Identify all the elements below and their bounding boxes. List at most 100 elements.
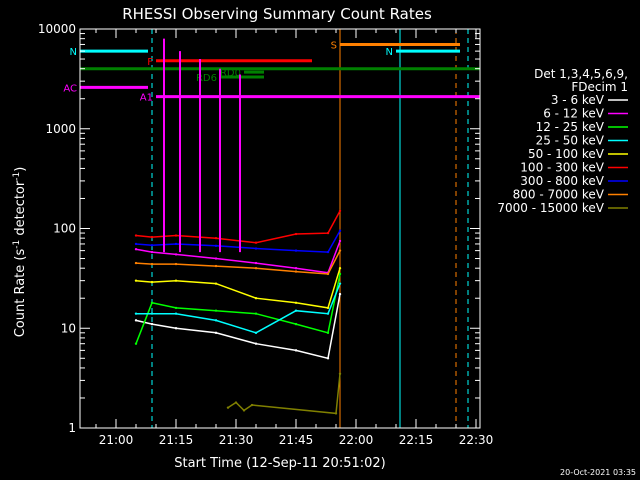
- series-point: [150, 244, 154, 247]
- series-point: [174, 262, 178, 266]
- x-tick-label: 22:15: [399, 433, 434, 447]
- series-point: [134, 261, 138, 265]
- series-point: [150, 322, 154, 326]
- legend-entry-label: 12 - 25 keV: [536, 120, 605, 134]
- flag-label: F: [147, 57, 153, 68]
- series-point: [338, 282, 342, 285]
- series-point: [326, 357, 330, 360]
- series-point: [174, 306, 178, 310]
- footer-date: 20-Oct-2021 03:35: [560, 468, 636, 477]
- series-point: [338, 209, 342, 213]
- flag-label: S: [331, 40, 337, 51]
- legend-entry-label: 3 - 6 keV: [551, 93, 605, 107]
- series-point: [234, 401, 238, 404]
- series-point: [134, 242, 138, 246]
- series-point: [294, 270, 298, 273]
- series-point: [174, 279, 178, 282]
- y-tick-label: 100: [53, 222, 76, 236]
- series-point: [134, 279, 138, 282]
- series-point: [134, 342, 138, 345]
- series-point: [254, 342, 258, 345]
- series-point: [150, 312, 154, 315]
- series-point: [174, 253, 178, 256]
- series-point: [134, 248, 138, 251]
- series-point: [338, 272, 342, 276]
- flag-label: RD6: [196, 73, 217, 84]
- series-point: [338, 372, 342, 375]
- x-tick-label: 22:00: [339, 433, 374, 447]
- series-point: [214, 244, 218, 248]
- chart-title: RHESSI Observing Summary Count Rates: [122, 5, 432, 23]
- legend-header: Det 1,3,4,5,6,9,: [534, 67, 628, 81]
- series-point: [294, 322, 298, 326]
- series-point: [254, 331, 258, 335]
- series-point: [326, 250, 330, 254]
- x-tick-label: 21:45: [279, 433, 314, 447]
- flag-label: RD0: [220, 68, 241, 79]
- series-point: [214, 331, 218, 335]
- flag-label: AC: [63, 83, 77, 94]
- legend-entry-label: 7000 - 15000 keV: [497, 201, 604, 215]
- series-line: [136, 283, 341, 334]
- legend-entry-label: 100 - 300 keV: [520, 161, 604, 175]
- series-line: [135, 250, 341, 275]
- series-point: [150, 235, 154, 239]
- series-point: [174, 242, 178, 246]
- series-point: [134, 234, 138, 237]
- series-point: [326, 312, 330, 315]
- series-point: [338, 249, 342, 252]
- series-point: [326, 331, 330, 335]
- y-tick-label: 10: [61, 321, 76, 335]
- series-line: [135, 210, 341, 244]
- series-point: [242, 409, 246, 412]
- series-point: [150, 280, 154, 284]
- series-point: [150, 250, 154, 254]
- series-point: [214, 282, 218, 285]
- x-tick-label: 22:30: [459, 433, 494, 447]
- series-point: [134, 319, 138, 322]
- series-point: [214, 236, 218, 240]
- x-tick-label: 21:30: [219, 433, 254, 447]
- series-point: [254, 261, 258, 265]
- series-point: [294, 266, 298, 270]
- series-point: [326, 306, 330, 310]
- series-point: [250, 403, 254, 407]
- legend-entry-label: 6 - 12 keV: [543, 107, 605, 121]
- series-point: [254, 247, 258, 250]
- series-point: [214, 319, 218, 322]
- flag-label: N: [386, 47, 393, 58]
- series-point: [294, 232, 298, 236]
- series-point: [294, 301, 298, 304]
- series-point: [254, 312, 258, 315]
- series-point: [174, 327, 178, 330]
- legend-entry-label: 300 - 800 keV: [520, 174, 604, 188]
- series-line: [135, 273, 341, 344]
- series-line: [135, 230, 341, 253]
- series-point: [334, 412, 338, 415]
- series-point: [326, 272, 330, 276]
- flag-label: N: [70, 47, 77, 58]
- x-tick-label: 21:15: [159, 433, 194, 447]
- series-point: [214, 264, 218, 268]
- legend-entry-label: 800 - 7000 keV: [513, 188, 605, 202]
- y-axis-label: Count Rate (s-1 detector-1): [12, 167, 28, 338]
- series-point: [174, 312, 178, 315]
- series-point: [254, 241, 258, 244]
- series-point: [338, 229, 342, 232]
- series-point: [226, 406, 230, 409]
- series-point: [214, 309, 218, 312]
- x-axis-label: Start Time (12-Sep-11 20:51:02): [174, 456, 385, 471]
- series-line: [227, 373, 341, 415]
- series-point: [214, 257, 218, 260]
- series-point: [150, 262, 154, 266]
- series-line: [135, 267, 341, 309]
- y-tick-label: 1: [68, 421, 76, 435]
- series-point: [338, 266, 342, 270]
- legend-entry-label: 50 - 100 keV: [528, 147, 605, 161]
- series-point: [150, 301, 154, 304]
- series-point: [254, 297, 258, 300]
- series-point: [174, 234, 178, 237]
- series-point: [254, 266, 258, 270]
